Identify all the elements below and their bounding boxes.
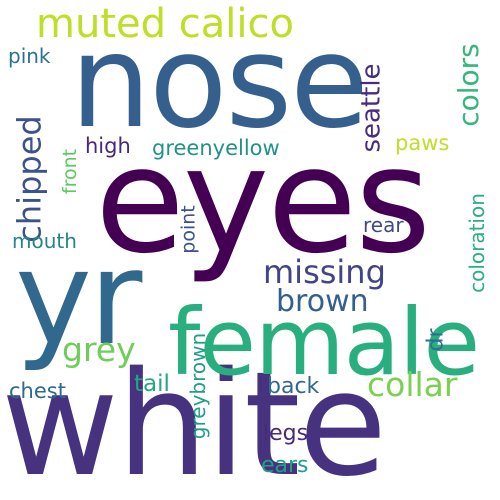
word-back: back bbox=[267, 374, 320, 399]
word-dr: dr bbox=[423, 328, 449, 352]
word-muted-calico: muted calico bbox=[36, 1, 294, 47]
word-front: front bbox=[59, 148, 82, 195]
word-rear: rear bbox=[363, 213, 404, 237]
word-pink: pink bbox=[8, 44, 51, 68]
word-paws: paws bbox=[395, 131, 450, 155]
word-mouth: mouth bbox=[12, 229, 77, 253]
word-yr: yr bbox=[15, 222, 142, 374]
word-collar: collar bbox=[367, 365, 458, 404]
word-missing: missing bbox=[263, 253, 386, 291]
word-tail: tail bbox=[134, 371, 170, 397]
word-greybrown: greybrown bbox=[186, 332, 211, 440]
word-legs: legs bbox=[263, 421, 309, 446]
word-greenyellow: greenyellow bbox=[152, 136, 280, 160]
word-chipped: chipped bbox=[10, 115, 49, 243]
word-coloration: coloration bbox=[464, 193, 489, 293]
word-point: point bbox=[177, 205, 200, 254]
word-chest: chest bbox=[9, 379, 66, 403]
word-white: white bbox=[1, 340, 387, 500]
word-nose: nose bbox=[70, 8, 369, 157]
word-brown: brown bbox=[276, 284, 369, 319]
word-high: high bbox=[85, 134, 131, 158]
word-seattle: seattle bbox=[356, 63, 387, 153]
word-ears: ears bbox=[261, 453, 309, 478]
word-grey: grey bbox=[62, 330, 136, 369]
word-eyes: eyes bbox=[95, 116, 431, 286]
word-colors: colors bbox=[451, 43, 485, 127]
word-female: female bbox=[168, 289, 480, 396]
